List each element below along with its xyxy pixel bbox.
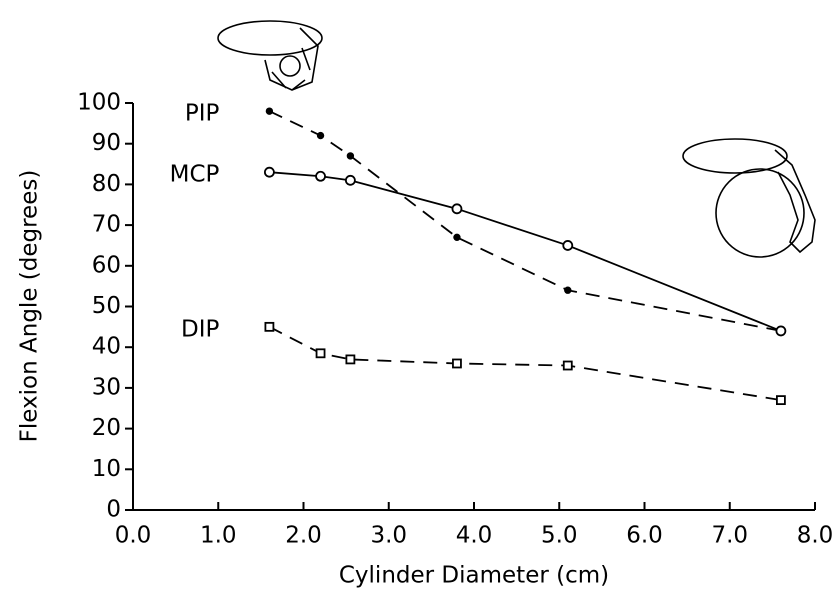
series-label: MCP	[170, 162, 220, 188]
y-tick-label: 100	[77, 90, 121, 116]
point	[316, 131, 325, 140]
x-tick-label: 6.0	[626, 523, 663, 549]
y-tick-label: 20	[92, 415, 121, 441]
point	[265, 107, 274, 115]
point	[776, 395, 786, 406]
y-tick-label: 50	[92, 293, 121, 319]
y-tick-label: 10	[92, 456, 121, 482]
y-tick-label: 40	[92, 334, 121, 360]
series-label: DIP	[181, 316, 219, 342]
x-axis-title: Cylinder Diameter (cm)	[339, 563, 609, 589]
point	[264, 321, 275, 332]
y-tick-label: 60	[92, 252, 121, 278]
x-tick-label: 1.0	[200, 523, 237, 549]
point	[564, 286, 572, 294]
y-tick-label: 0	[106, 497, 121, 523]
series-line	[269, 171, 782, 332]
point	[345, 354, 356, 365]
x-tick-label: 4.0	[456, 523, 493, 549]
point	[453, 233, 461, 242]
point	[775, 325, 787, 337]
point	[562, 360, 573, 371]
y-tick-label: 70	[92, 212, 121, 238]
point	[315, 170, 326, 182]
series-label: PIP	[185, 101, 220, 127]
y-tick-label: 80	[92, 171, 121, 197]
y-tick-label: 30	[92, 374, 121, 400]
x-tick-label: 2.0	[285, 523, 322, 549]
hand-illustration-small	[217, 20, 323, 91]
point	[263, 166, 275, 178]
series-line	[269, 110, 782, 332]
point	[344, 174, 356, 186]
hand-illustration-large	[682, 138, 816, 258]
point	[346, 152, 355, 160]
point	[451, 203, 463, 215]
point	[562, 240, 574, 251]
x-tick-label: 3.0	[370, 523, 407, 549]
point	[452, 358, 462, 369]
series-line	[268, 326, 782, 401]
x-tick-label: 8.0	[797, 523, 834, 549]
y-axis-title: Flexion Angle (degrees)	[17, 170, 43, 443]
point	[315, 348, 326, 359]
x-tick-label: 0.0	[115, 523, 152, 549]
x-tick-label: 5.0	[541, 523, 578, 549]
x-tick-label: 7.0	[711, 523, 748, 549]
y-tick-label: 90	[92, 130, 121, 156]
